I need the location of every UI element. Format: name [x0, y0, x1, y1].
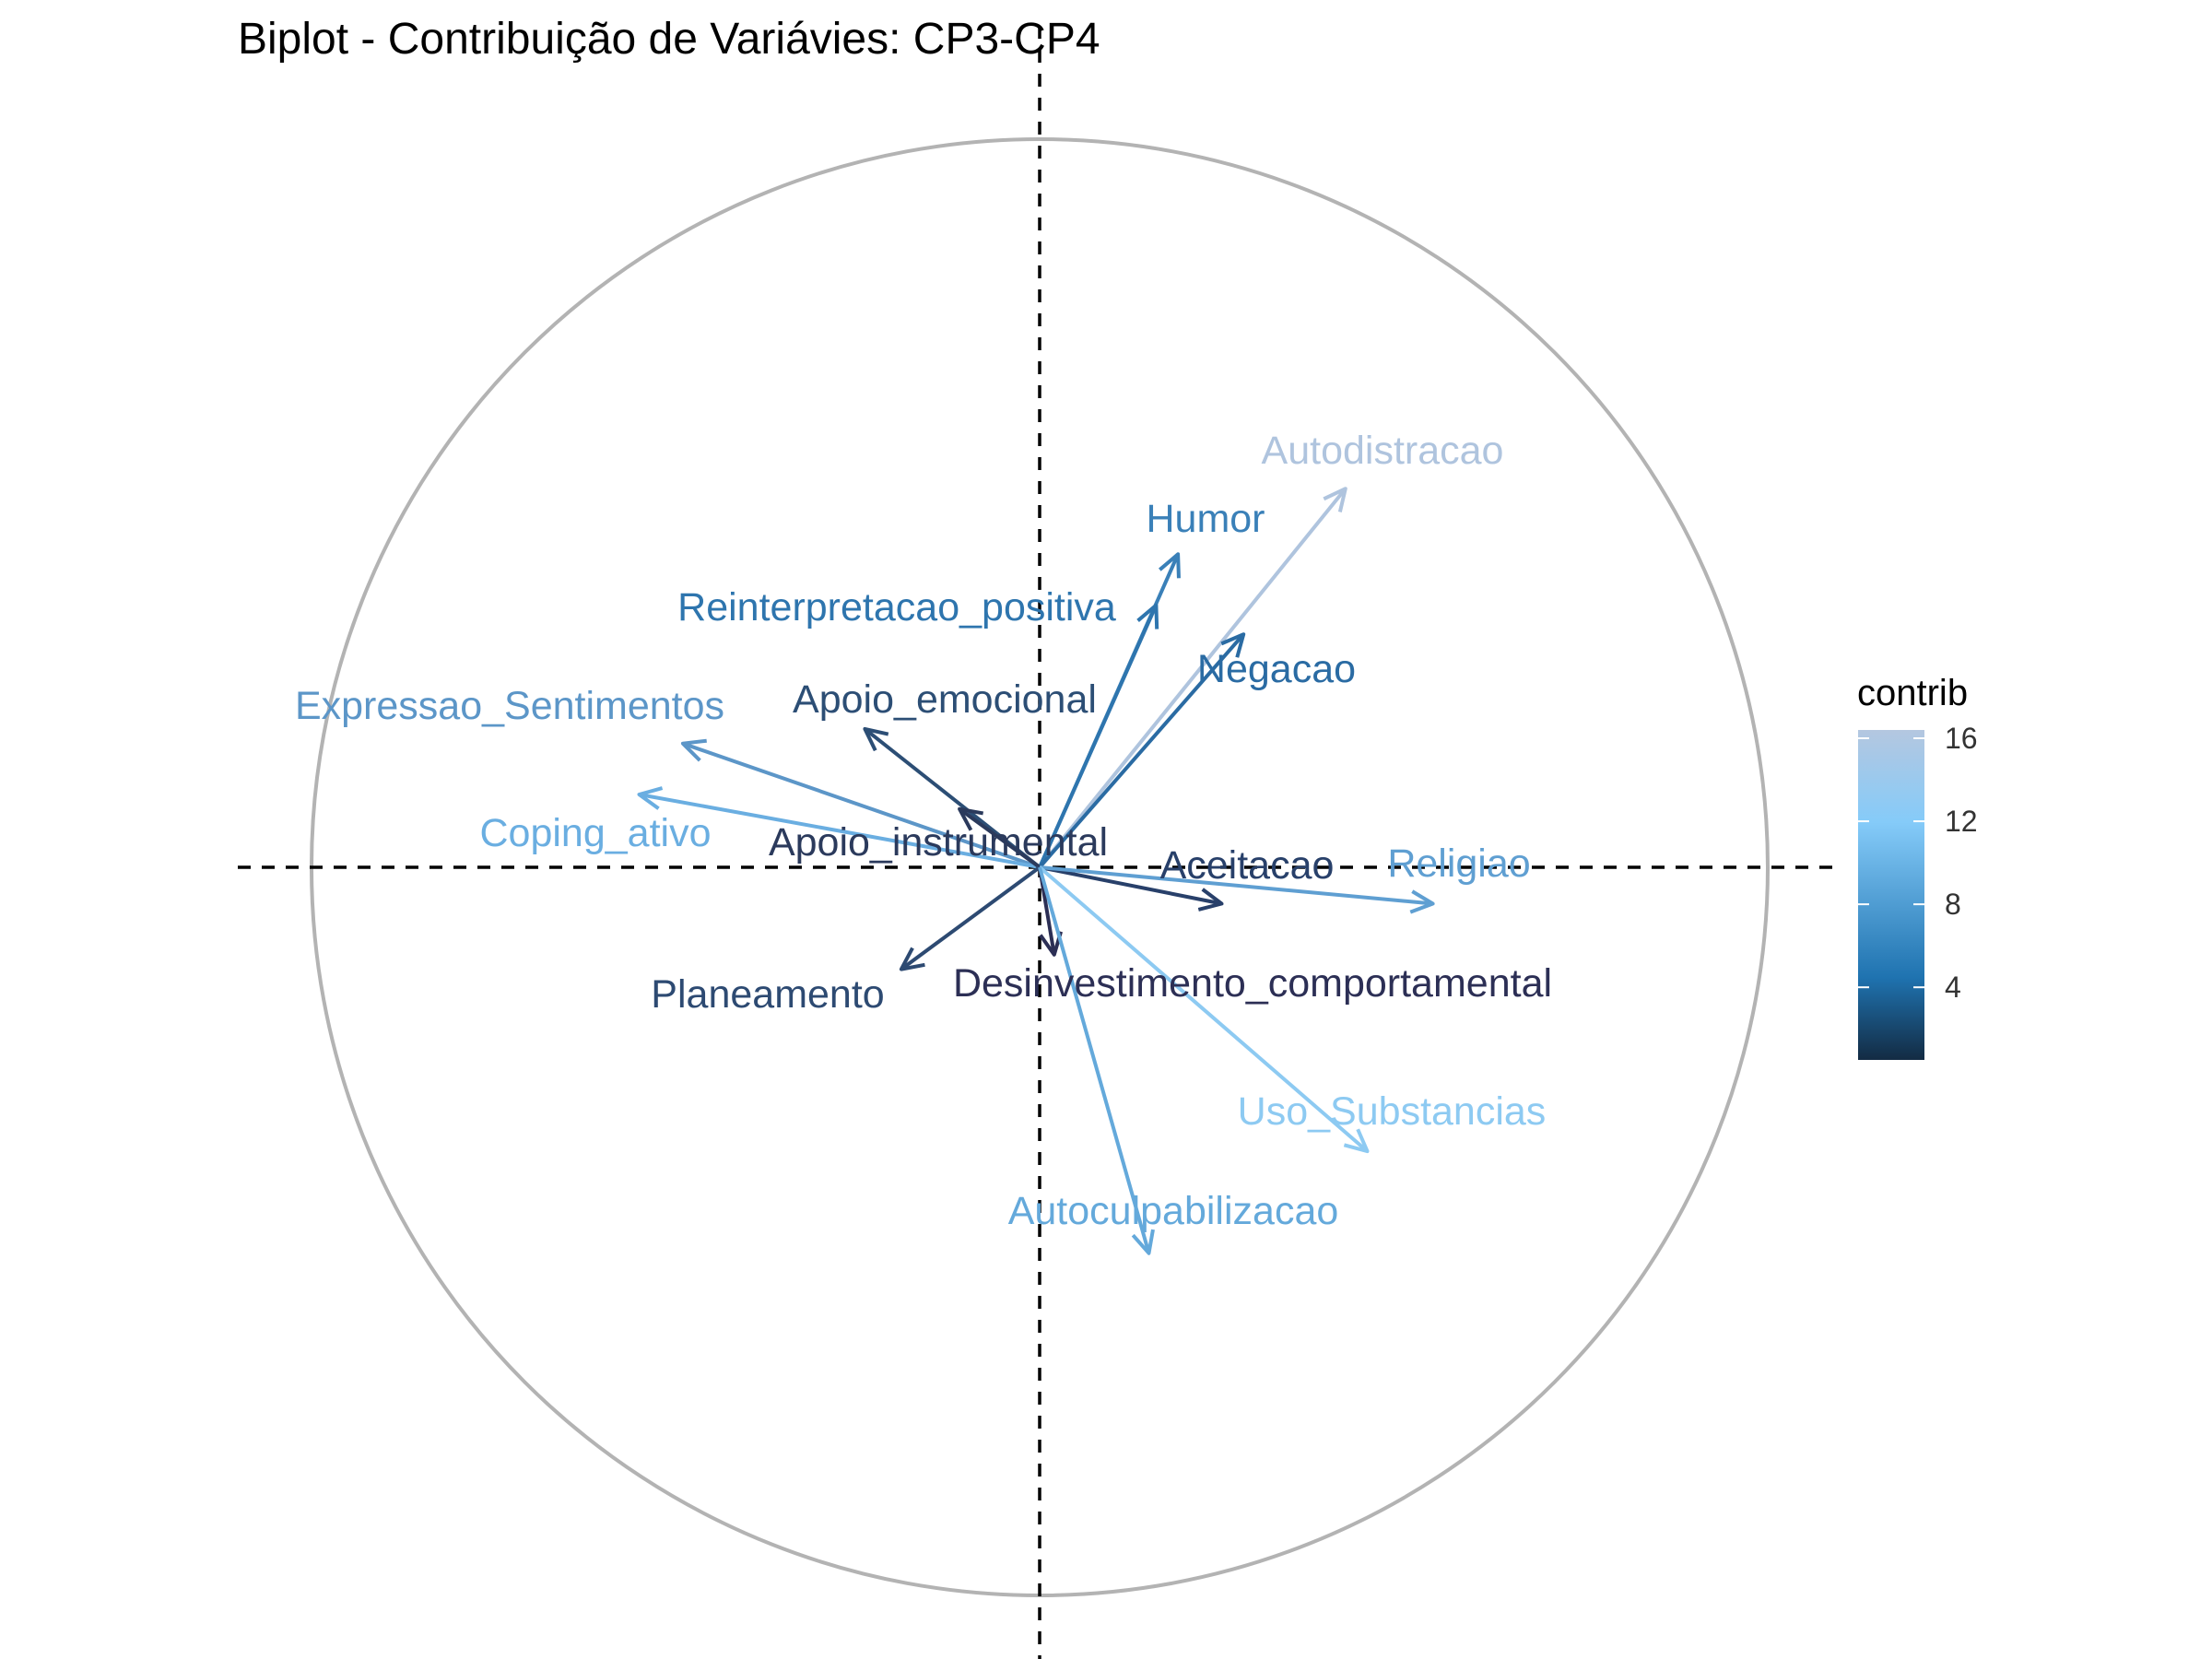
label-humor: Humor — [1146, 497, 1265, 541]
legend-tick-label: 12 — [1945, 805, 1978, 838]
label-coping-ativo: Coping_ativo — [479, 811, 711, 855]
label-religiao: Religiao — [1387, 841, 1530, 886]
label-autodistracao: Autodistracao — [1262, 429, 1504, 473]
label-apoio-instrumental: Apoio_instrumental — [769, 820, 1108, 865]
label-negacao: Negacao — [1197, 647, 1356, 691]
legend-title: contrib — [1857, 673, 1968, 713]
label-autoculpabilizacao: Autoculpabilizacao — [1008, 1189, 1339, 1233]
legend-tick-label: 16 — [1945, 722, 1978, 755]
label-expressao-sentimentos: Expressao_Sentimentos — [295, 684, 724, 728]
chart-title: Biplot - Contribuição de Variávies: CP3-… — [238, 15, 1100, 64]
label-planeamento: Planeamento — [651, 972, 884, 1017]
legend-tick-label: 4 — [1945, 971, 1961, 1004]
legend-colorbar — [1858, 730, 1924, 1060]
legend-tick-label: 8 — [1945, 888, 1961, 921]
label-aceitacao: Aceitacao — [1160, 843, 1335, 888]
label-apoio-emocional: Apoio_emocional — [793, 677, 1097, 722]
label-reinterpretacao-positiva: Reinterpretacao_positiva — [677, 585, 1116, 629]
label-desinvestimento-comportamental: Desinvestimento_comportamental — [953, 961, 1552, 1006]
label-uso-substancias: Uso_Substancias — [1238, 1089, 1547, 1134]
